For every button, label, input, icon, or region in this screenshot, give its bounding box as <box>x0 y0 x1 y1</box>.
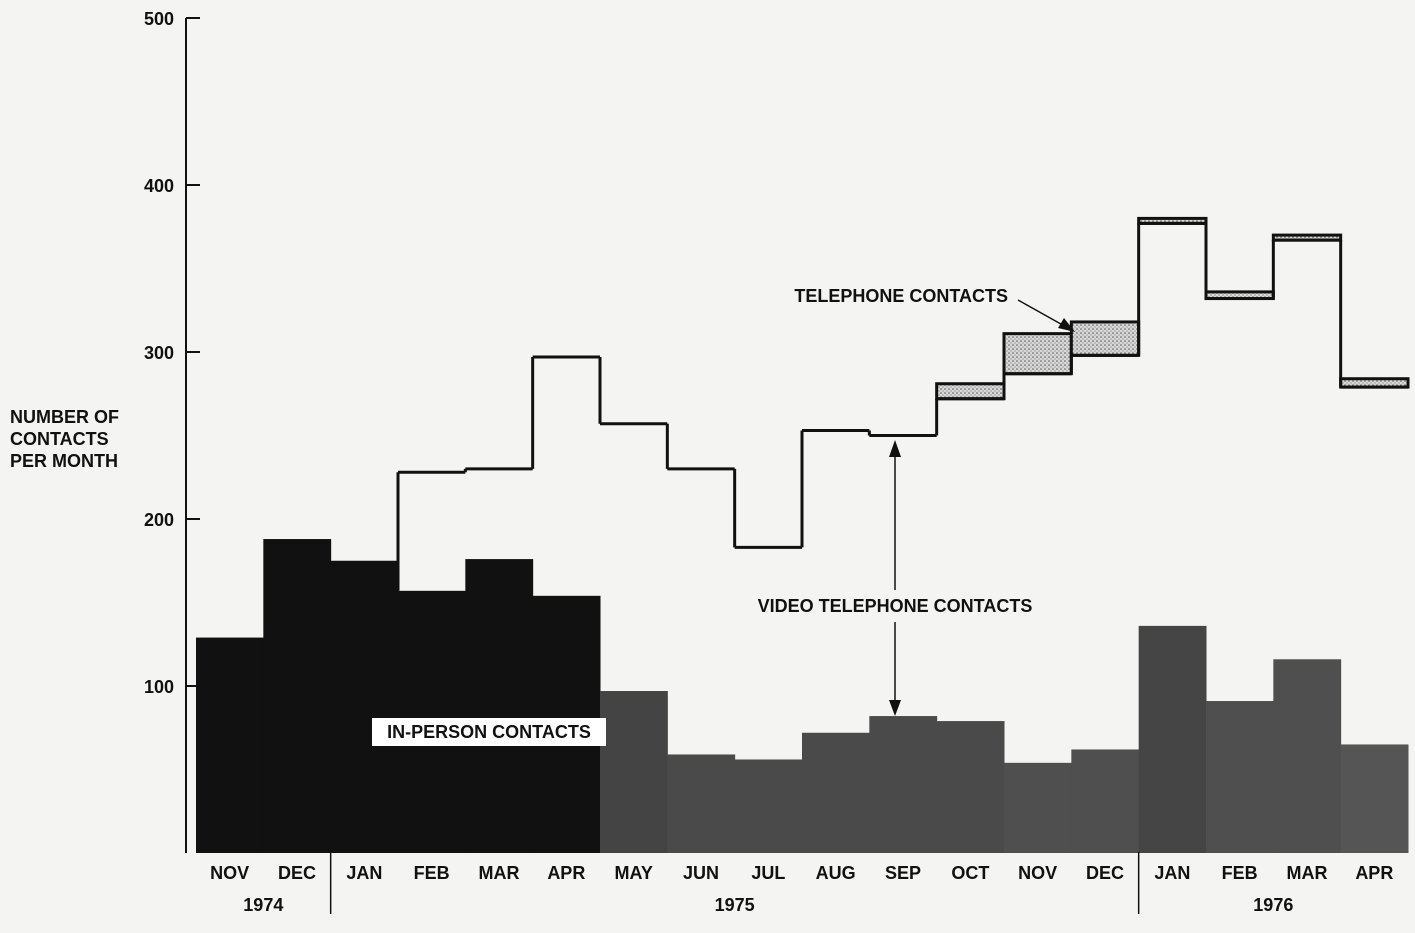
bar <box>1273 659 1342 853</box>
annotation: TELEPHONE CONTACTS <box>794 286 1008 306</box>
x-tick-label: APR <box>1355 863 1393 883</box>
bar <box>869 716 938 853</box>
bar <box>196 637 264 853</box>
x-tick-label: FEB <box>1222 863 1258 883</box>
band <box>935 382 1006 401</box>
bar <box>330 560 399 853</box>
x-tick-label: OCT <box>951 863 989 883</box>
arrow <box>1017 299 1069 329</box>
year-label: 1976 <box>1253 895 1293 915</box>
x-tick-label: MAR <box>479 863 520 883</box>
step-connector <box>396 223 1343 591</box>
y-tick-label: 300 <box>144 343 174 363</box>
y-tick-label: 100 <box>144 677 174 697</box>
y-axis-label: CONTACTS <box>10 429 109 449</box>
x-tick-label: NOV <box>210 863 249 883</box>
bar <box>1071 749 1140 853</box>
y-tick-label: 500 <box>144 9 174 29</box>
bar <box>802 732 870 853</box>
x-tick-label: JUN <box>683 863 719 883</box>
y-tick-label: 200 <box>144 510 174 530</box>
x-tick-label: JAN <box>346 863 382 883</box>
x-tick-label: DEC <box>1086 863 1124 883</box>
year-label: 1974 <box>243 895 283 915</box>
x-tick-label: SEP <box>885 863 921 883</box>
arrow-head <box>889 700 901 716</box>
bar <box>600 691 668 853</box>
band <box>1002 332 1073 376</box>
year-label: 1975 <box>715 895 755 915</box>
plot-area <box>196 216 1410 853</box>
bar <box>1138 625 1207 853</box>
x-tick-label: MAY <box>614 863 652 883</box>
bar <box>1340 744 1409 853</box>
bar <box>1206 701 1274 853</box>
label-box <box>372 718 606 746</box>
x-tick-label: DEC <box>278 863 316 883</box>
y-axis-label: PER MONTH <box>10 451 118 471</box>
band <box>1069 320 1141 357</box>
bar <box>734 759 803 853</box>
bar <box>667 754 736 853</box>
x-tick-label: JAN <box>1154 863 1190 883</box>
x-tick-label: NOV <box>1018 863 1057 883</box>
x-tick-label: MAR <box>1287 863 1328 883</box>
annotation: IN-PERSON CONTACTS <box>387 722 591 742</box>
x-tick-label: AUG <box>816 863 856 883</box>
annotation: VIDEO TELEPHONE CONTACTS <box>758 596 1033 616</box>
bar <box>1004 762 1072 853</box>
bar <box>263 539 332 853</box>
x-tick-label: FEB <box>414 863 450 883</box>
x-tick-label: APR <box>547 863 585 883</box>
bar <box>465 559 534 853</box>
y-axis-label: NUMBER OF <box>10 407 119 427</box>
y-tick-label: 400 <box>144 176 174 196</box>
arrow-head <box>1058 318 1075 332</box>
bar <box>936 721 1005 853</box>
arrow-head <box>889 440 901 457</box>
x-tick-label: JUL <box>751 863 785 883</box>
